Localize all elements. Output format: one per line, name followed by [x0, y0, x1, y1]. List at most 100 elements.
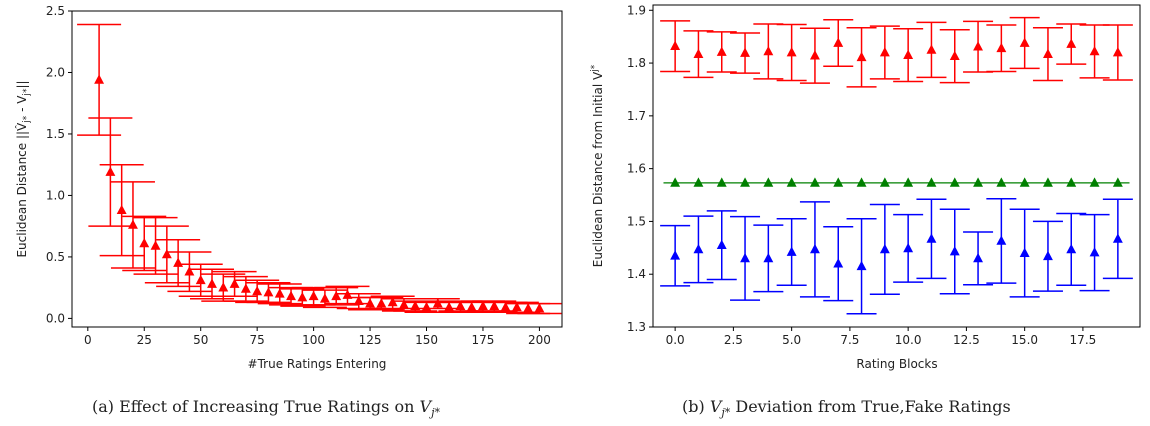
data-point	[365, 298, 376, 308]
data-point	[903, 49, 914, 59]
data-point	[740, 47, 750, 57]
data-point	[879, 177, 890, 187]
data-point	[1066, 177, 1077, 187]
data-point	[996, 177, 1007, 187]
data-point	[670, 250, 681, 260]
data-point	[833, 37, 844, 47]
data-point	[308, 290, 319, 301]
data-point	[1043, 250, 1053, 261]
panel-a-marks	[77, 23, 562, 315]
data-point	[1066, 243, 1077, 254]
data-point	[139, 237, 150, 248]
data-point	[1019, 37, 1030, 47]
data-point	[1066, 38, 1077, 48]
x-tick-label: 200	[528, 333, 551, 347]
panel-b-ticks: 0.0 2.5 5.0 7.5 10.0 12.5 15.0 17.5 1.3 1.4 1.5 1.6…	[627, 3, 1096, 347]
data-point	[833, 258, 844, 268]
data-point	[387, 296, 398, 307]
data-point	[184, 266, 195, 276]
data-point	[218, 282, 229, 292]
x-tick-label: 17.5	[1070, 333, 1097, 347]
y-tick-label: 1.0	[46, 188, 65, 202]
data-point	[489, 300, 500, 310]
panel-a-caption: (a) Effect of Increasing True Ratings on…	[92, 397, 440, 419]
data-point	[105, 166, 116, 176]
data-point	[466, 301, 477, 312]
panel-a-y-axis-label: Euclidean Distance ||V̂j* - Vj*||	[15, 80, 32, 257]
data-point	[973, 252, 984, 263]
data-point	[1089, 247, 1100, 257]
data-point	[926, 233, 937, 243]
data-point	[286, 290, 296, 301]
x-tick-label: 125	[359, 333, 382, 347]
data-point	[421, 301, 432, 312]
y-tick-label: 2.0	[46, 65, 65, 79]
data-point	[161, 248, 172, 259]
data-point	[1112, 233, 1123, 243]
data-point	[716, 177, 727, 187]
data-point	[763, 45, 774, 56]
y-tick-label: 1.3	[627, 320, 646, 334]
data-point	[926, 177, 937, 187]
data-point	[410, 300, 421, 310]
data-point	[903, 242, 914, 253]
data-point	[786, 47, 797, 57]
data-point	[740, 252, 750, 263]
data-point	[809, 50, 820, 60]
data-point	[716, 46, 727, 56]
data-point	[740, 177, 750, 187]
data-point	[1089, 177, 1100, 187]
panel-b-y-axis-label: Euclidean Distance from Initial Vj*	[590, 64, 605, 267]
data-point	[274, 288, 285, 298]
x-tick-label: 7.5	[840, 333, 859, 347]
data-point	[693, 48, 704, 58]
data-point	[353, 295, 364, 306]
x-tick-label: 10.0	[895, 333, 922, 347]
data-point	[809, 177, 820, 187]
data-point	[716, 239, 727, 250]
data-point	[670, 177, 681, 187]
x-tick-label: 0	[84, 333, 92, 347]
x-tick-label: 175	[472, 333, 495, 347]
y-tick-label: 1.5	[46, 127, 65, 141]
data-point	[173, 257, 184, 267]
panel-a: 0 25 50 75 100 125 150 175 200 0.0 0.5 1.0 1.5 2.0 2.5…	[15, 4, 563, 419]
panel-a-ticks: 0 25 50 75 100 125 150 175 200 0.0 0.5 1.0 1.5 2.0 2.5	[46, 4, 551, 347]
data-point	[297, 291, 308, 302]
data-point	[973, 41, 984, 51]
data-point	[1089, 45, 1100, 56]
panel-b-caption: (b) Vj* Deviation from True,Fake Ratings	[682, 397, 1011, 419]
data-point	[500, 301, 511, 312]
data-point	[1112, 177, 1123, 187]
data-point	[1019, 247, 1030, 257]
data-point	[763, 177, 774, 187]
x-tick-label: 50	[193, 333, 208, 347]
x-tick-label: 75	[250, 333, 265, 347]
data-point	[973, 177, 984, 187]
data-point	[693, 243, 704, 254]
data-point	[926, 44, 937, 54]
panel-a-frame	[71, 10, 563, 328]
data-point	[809, 243, 820, 254]
data-point	[949, 177, 960, 187]
y-tick-label: 0.0	[46, 311, 65, 325]
data-point	[1112, 47, 1123, 57]
data-point	[128, 219, 138, 229]
data-point	[263, 287, 274, 297]
panel-b-marks	[660, 16, 1133, 315]
data-point	[879, 243, 890, 254]
panel-b: 0.0 2.5 5.0 7.5 10.0 12.5 15.0 17.5 1.3 1.4 1.5 1.6…	[590, 3, 1141, 419]
data-point	[252, 285, 263, 296]
data-point	[856, 260, 867, 271]
data-point	[229, 278, 240, 288]
data-point	[150, 240, 161, 250]
data-point	[786, 246, 797, 256]
y-tick-label: 1.7	[627, 109, 646, 123]
data-point	[444, 301, 455, 312]
data-point	[903, 177, 914, 187]
y-tick-label: 2.5	[46, 4, 65, 18]
y-tick-label: 1.9	[627, 3, 646, 17]
y-tick-label: 0.5	[46, 250, 65, 264]
data-point	[670, 40, 681, 51]
